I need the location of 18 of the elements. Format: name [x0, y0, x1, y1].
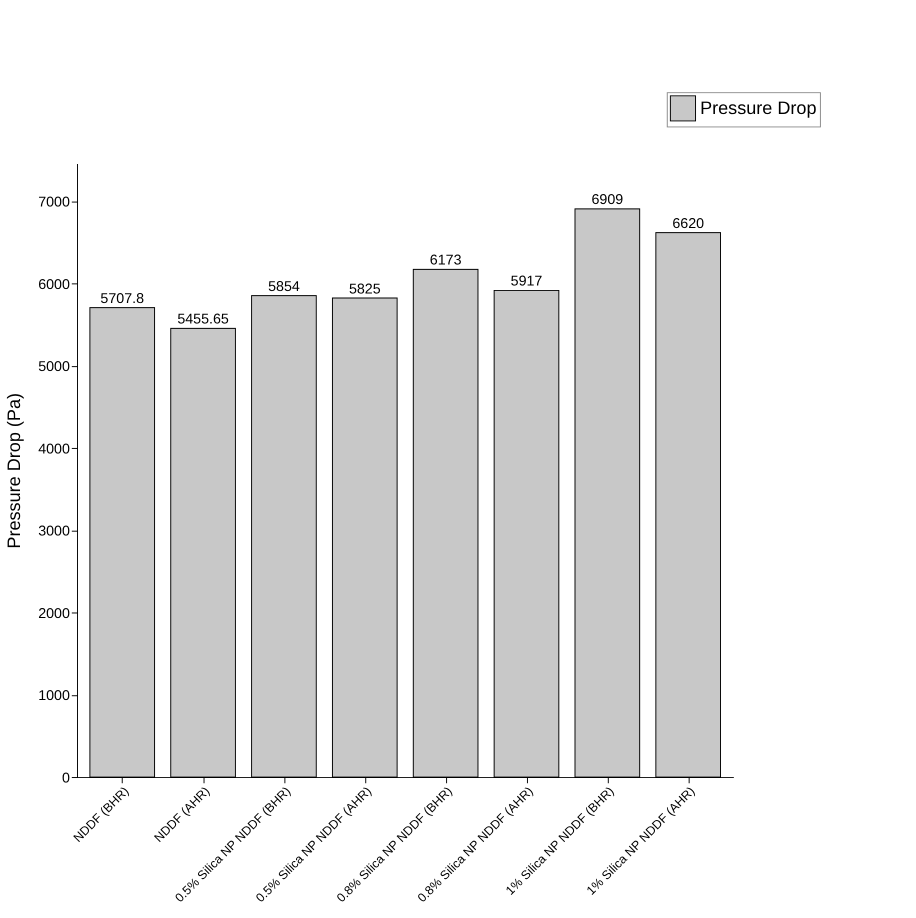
legend-label: Pressure Drop	[700, 98, 817, 118]
data-label: 5707.8	[100, 290, 144, 307]
data-label: 6620	[672, 216, 704, 232]
data-label: 6909	[591, 192, 624, 208]
data-label: 5825	[348, 281, 381, 298]
y-tick-label: 7000	[38, 194, 70, 211]
y-axis-title: Pressure Drop (Pa)	[4, 392, 24, 549]
y-tick-label: 2000	[38, 606, 70, 622]
y-tick-label: 3000	[38, 524, 70, 540]
y-tick-label: 4000	[38, 441, 70, 458]
y-tick-label: 5000	[38, 359, 70, 376]
data-label: 6173	[430, 252, 462, 269]
y-tick-label: 0	[62, 770, 70, 786]
data-label: 5455.65	[177, 312, 229, 328]
y-tick-label: 1000	[38, 688, 70, 704]
data-label: 5917	[510, 274, 542, 290]
data-label: 5854	[268, 278, 300, 295]
y-tick-label: 6000	[38, 276, 70, 293]
